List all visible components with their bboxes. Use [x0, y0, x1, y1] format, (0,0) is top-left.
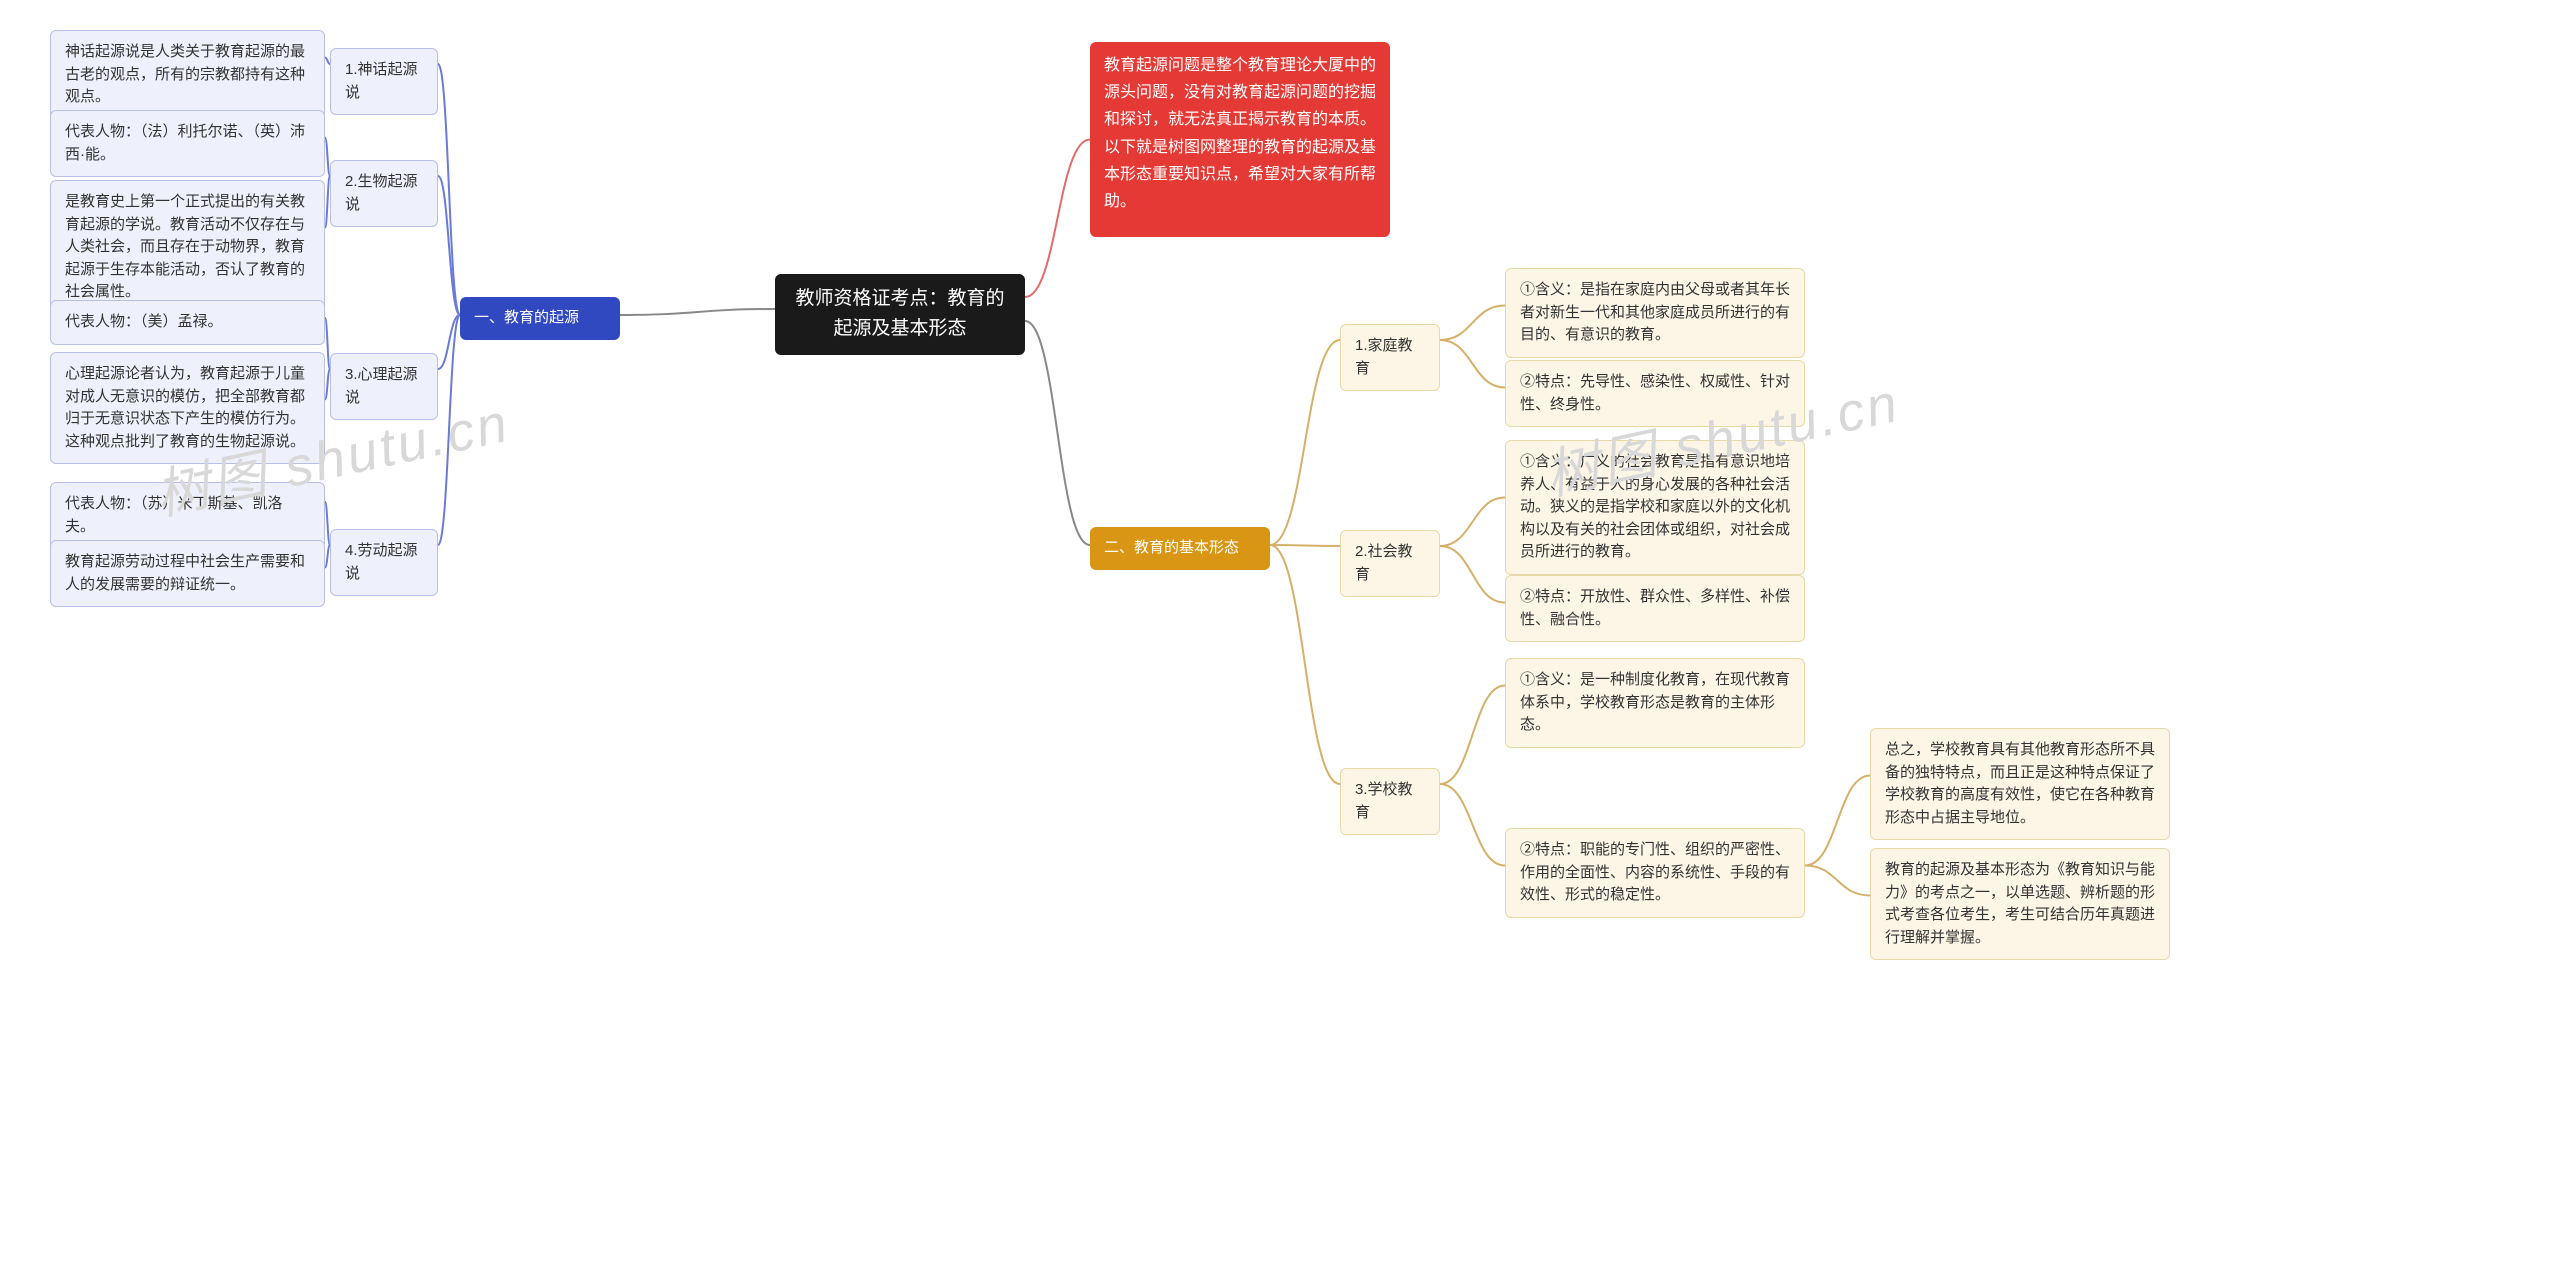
- right-leaf-node: ②特点：开放性、群众性、多样性、补偿性、融合性。: [1505, 575, 1805, 642]
- right-leaf-node: ②特点：职能的专门性、组织的严密性、作用的全面性、内容的系统性、手段的有效性、形…: [1505, 828, 1805, 918]
- right-leaf-node: ②特点：先导性、感染性、权威性、针对性、终身性。: [1505, 360, 1805, 427]
- left-sub-node: 3.心理起源说: [330, 353, 438, 420]
- left-leaf-node: 代表人物：（美）孟禄。: [50, 300, 325, 345]
- right-leaf-node: ①含义：是一种制度化教育，在现代教育体系中，学校教育形态是教育的主体形态。: [1505, 658, 1805, 748]
- root-node: 教师资格证考点：教育的起源及基本形态: [775, 274, 1025, 355]
- left-leaf-node: 心理起源论者认为，教育起源于儿童对成人无意识的模仿，把全部教育都归于无意识状态下…: [50, 352, 325, 464]
- right-sub-node: 2.社会教育: [1340, 530, 1440, 597]
- right-section-title: 二、教育的基本形态: [1090, 527, 1270, 570]
- right-extra-node: 总之，学校教育具有其他教育形态所不具备的独特特点，而且正是这种特点保证了学校教育…: [1870, 728, 2170, 840]
- intro-node: 教育起源问题是整个教育理论大厦中的源头问题，没有对教育起源问题的挖掘和探讨，就无…: [1090, 42, 1390, 237]
- right-sub-node: 3.学校教育: [1340, 768, 1440, 835]
- left-sub-node: 2.生物起源说: [330, 160, 438, 227]
- right-extra-node: 教育的起源及基本形态为《教育知识与能力》的考点之一，以单选题、辨析题的形式考查各…: [1870, 848, 2170, 960]
- left-section-title: 一、教育的起源: [460, 297, 620, 340]
- left-leaf-node: 神话起源说是人类关于教育起源的最古老的观点，所有的宗教都持有这种观点。: [50, 30, 325, 120]
- left-leaf-node: 代表人物：（苏）米丁斯基、凯洛夫。: [50, 482, 325, 549]
- left-sub-node: 1.神话起源说: [330, 48, 438, 115]
- right-leaf-node: ①含义：广义的社会教育是指有意识地培养人、有益于人的身心发展的各种社会活动。狭义…: [1505, 440, 1805, 575]
- left-leaf-node: 教育起源劳动过程中社会生产需要和人的发展需要的辩证统一。: [50, 540, 325, 607]
- left-leaf-node: 是教育史上第一个正式提出的有关教育起源的学说。教育活动不仅存在与人类社会，而且存…: [50, 180, 325, 315]
- left-leaf-node: 代表人物：（法）利托尔诺、（英）沛西·能。: [50, 110, 325, 177]
- right-leaf-node: ①含义：是指在家庭内由父母或者其年长者对新生一代和其他家庭成员所进行的有目的、有…: [1505, 268, 1805, 358]
- right-sub-node: 1.家庭教育: [1340, 324, 1440, 391]
- left-sub-node: 4.劳动起源说: [330, 529, 438, 596]
